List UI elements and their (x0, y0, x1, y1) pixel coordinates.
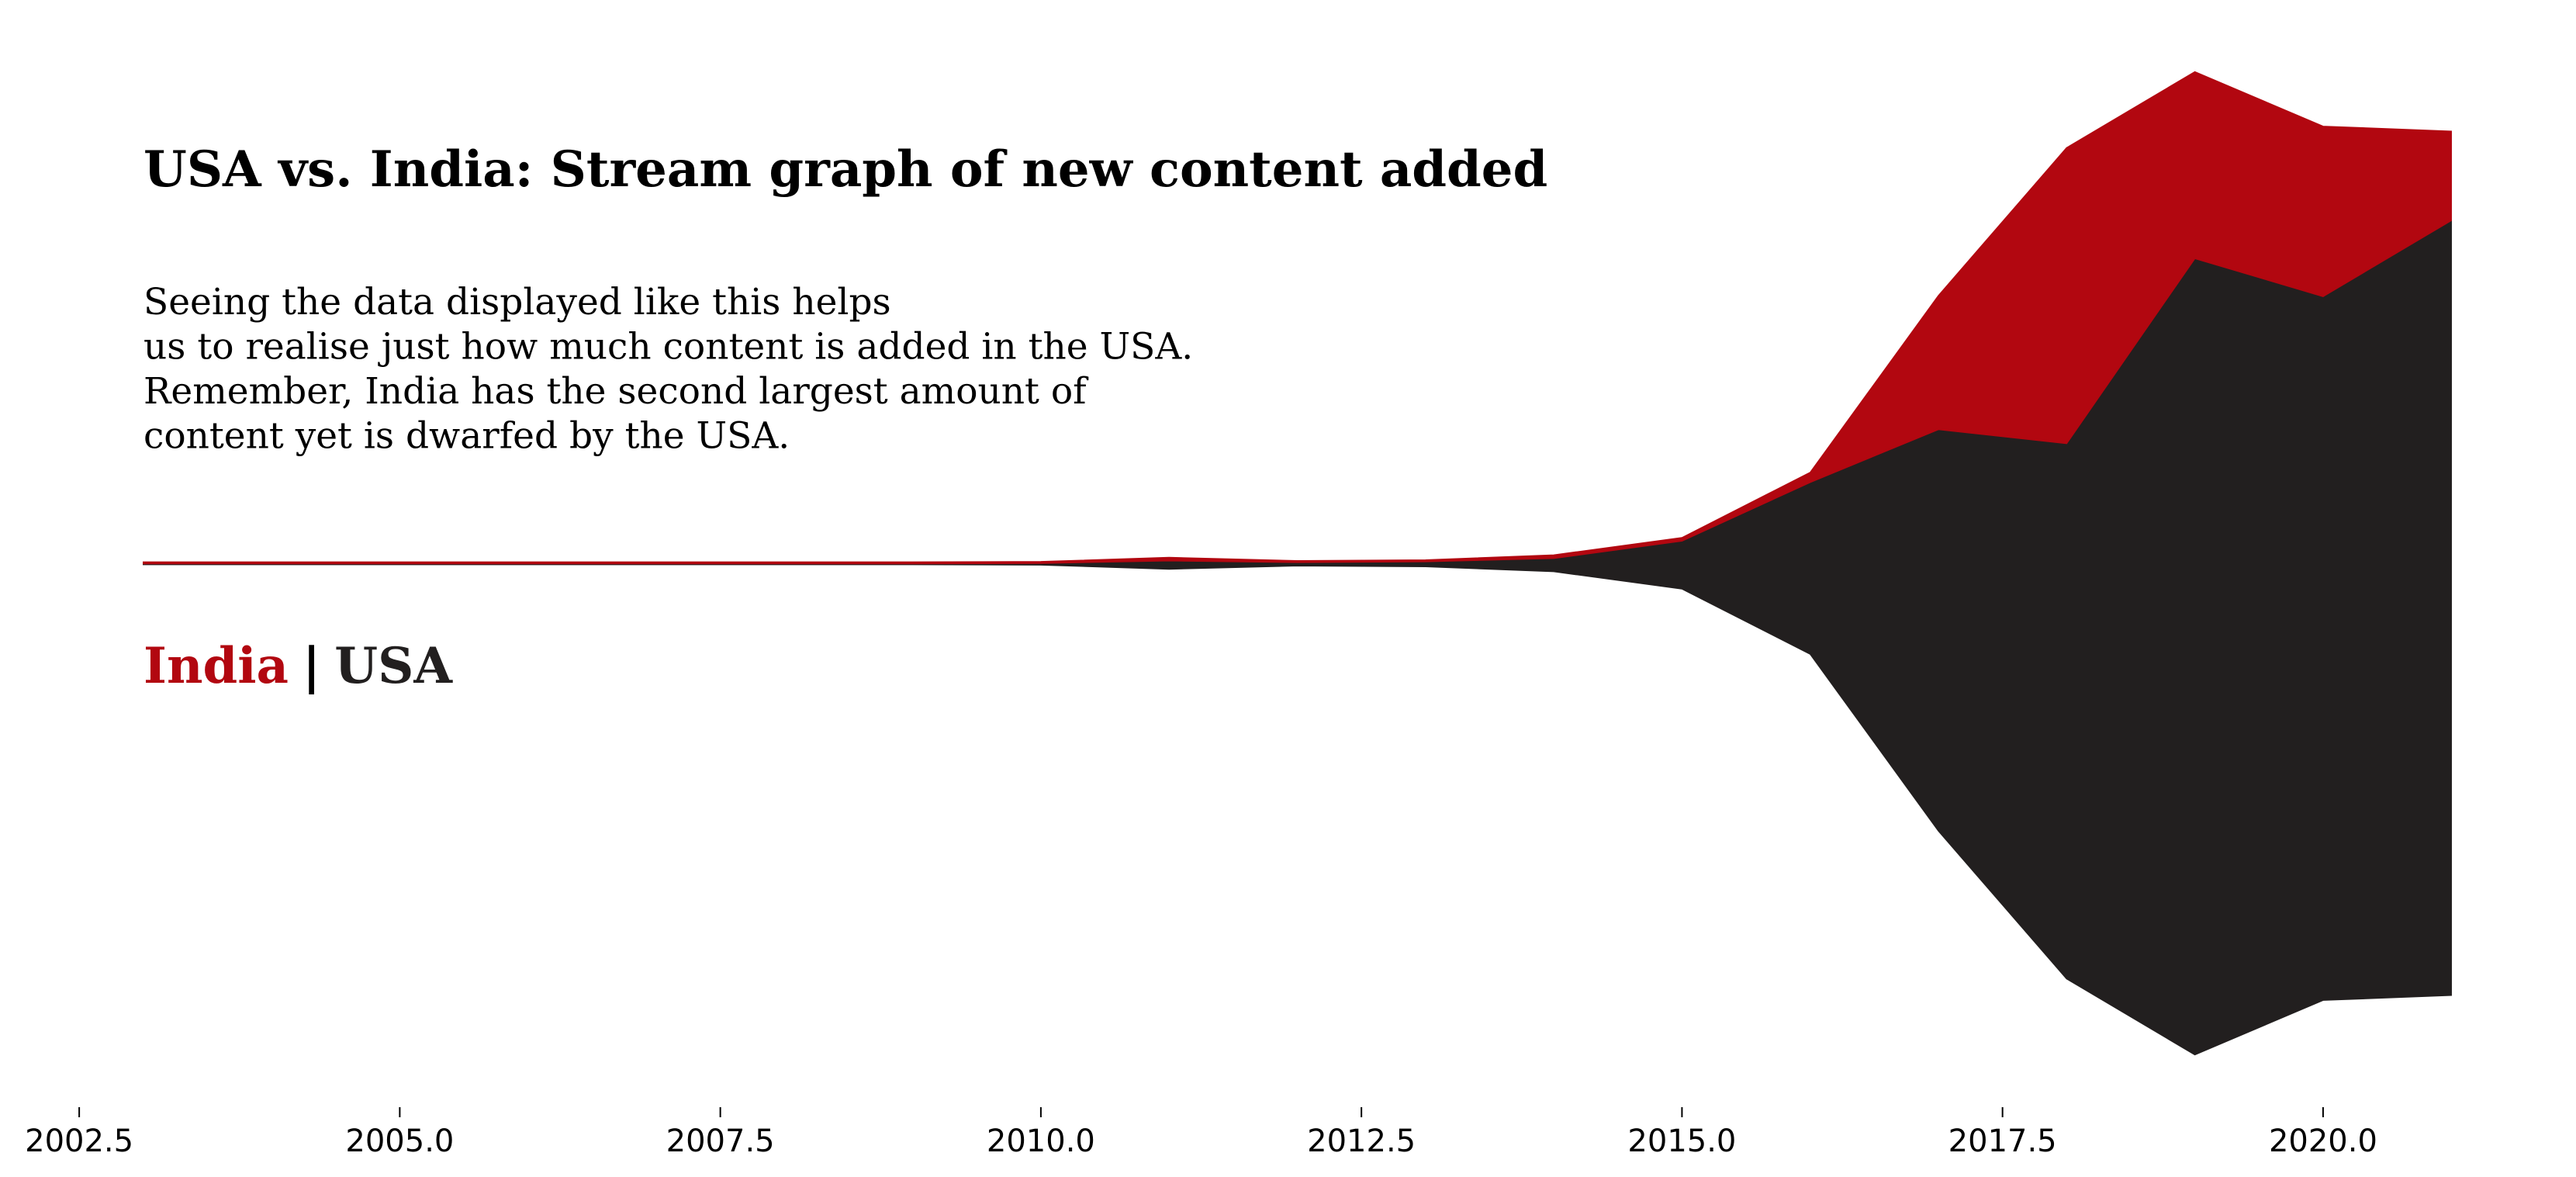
x-tick-label: 2002.5 (25, 1123, 133, 1159)
x-tick-label: 2005.0 (345, 1123, 454, 1159)
subtitle-line: Remember, India has the second largest a… (143, 370, 1089, 413)
x-tick-label: 2020.0 (2269, 1123, 2377, 1159)
x-tick-label: 2012.5 (1307, 1123, 1416, 1159)
x-tick-label: 2010.0 (987, 1123, 1095, 1159)
subtitle-line: content yet is dwarfed by the USA. (143, 415, 790, 458)
legend-entry: India (143, 637, 289, 695)
legend-entry: USA (334, 637, 453, 695)
x-tick-label: 2015.0 (1627, 1123, 1736, 1159)
legend-separator: | (303, 637, 320, 695)
subtitle-line: us to realise just how much content is a… (143, 326, 1193, 369)
stream-area (143, 71, 2452, 565)
x-tick-label: 2017.5 (1948, 1123, 2057, 1159)
x-tick-label: 2007.5 (666, 1123, 775, 1159)
subtitle-line: Seeing the data displayed like this help… (143, 281, 891, 324)
chart-title: USA vs. India: Stream graph of new conte… (143, 140, 1547, 199)
